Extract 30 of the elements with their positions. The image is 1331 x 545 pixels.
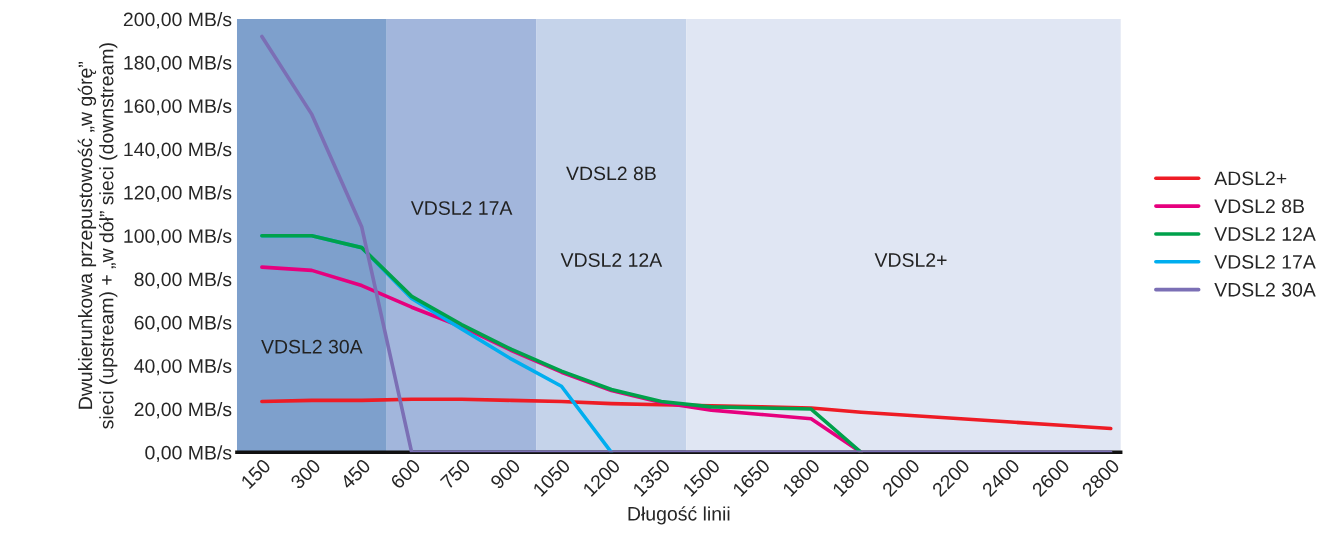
- y-tick-label: 180,00 MB/s: [124, 55, 232, 72]
- x-tick-label: 450: [339, 458, 372, 490]
- y-tick-label: 80,00 MB/s: [134, 271, 232, 289]
- y-tick-label: 20,00 MB/s: [134, 401, 232, 419]
- x-axis-title: Długość linii: [628, 506, 730, 525]
- x-tick-label: 300: [289, 458, 322, 490]
- band-label: VDSL2 17A: [410, 201, 513, 215]
- x-tick-label: 150: [240, 458, 272, 490]
- y-tick-label: 140,00 MB/s: [124, 142, 232, 159]
- y-tick-label: 200,00 MB/s: [123, 12, 232, 29]
- y-tick-label: 100,00 MB/s: [124, 228, 232, 246]
- y-tick-label: 160,00 MB/s: [124, 98, 232, 116]
- legend-label: VDSL2 30A: [1214, 282, 1316, 297]
- annotation: VDSL2 8B: [566, 166, 656, 181]
- band-label: VDSL2 12A: [560, 253, 663, 267]
- band-label: VDSL2+: [874, 253, 947, 267]
- legend-label: VDSL2 17A: [1214, 255, 1316, 269]
- x-tick-label: 600: [389, 458, 422, 490]
- legend-label: VDSL2 8B: [1214, 199, 1304, 214]
- y-tick-label: 60,00 MB/s: [134, 315, 232, 332]
- band-label: VDSL2 30A: [261, 339, 363, 354]
- legend-label: VDSL2 12A: [1214, 227, 1316, 241]
- x-tick-label: 900: [489, 458, 522, 490]
- y-tick-label: 40,00 MB/s: [134, 358, 232, 376]
- y-tick-label: 0,00 MB/s: [145, 445, 232, 462]
- y-tick-label: 120,00 MB/s: [124, 185, 232, 202]
- y-axis-title: Dwukierunkowa przepustowość „w górę” sieci (upstream) + „w dół” sieci (downstream): [77, 43, 118, 429]
- line-series: [260, 34, 1113, 453]
- legend-label: ADSL2+: [1214, 171, 1287, 186]
- x-tick-label: 750: [439, 458, 472, 490]
